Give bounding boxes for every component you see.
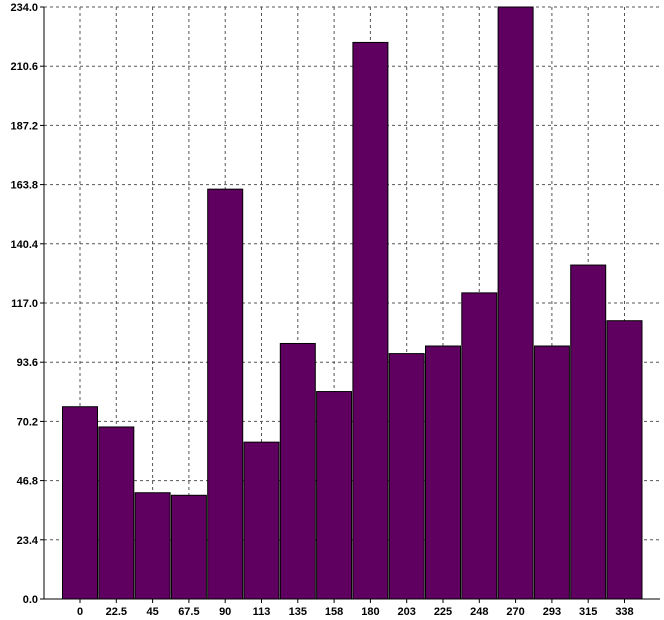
bar: [352, 41, 389, 600]
x-tick-label: 113: [253, 606, 271, 618]
x-tick-label: 270: [506, 606, 524, 618]
bar: [425, 345, 461, 600]
x-tick-label: 180: [361, 606, 379, 618]
x-tick-label: 293: [543, 606, 561, 618]
y-tick-label: 234.0: [10, 2, 38, 14]
bar: [606, 320, 643, 600]
y-tick-label: 23.4: [17, 535, 39, 547]
x-tick-label: 135: [289, 606, 307, 618]
x-tick-label: 248: [470, 606, 488, 618]
bar: [207, 188, 244, 600]
bar: [98, 426, 135, 600]
bar: [388, 353, 425, 600]
x-tick-label: 338: [615, 606, 633, 618]
y-tick-labels: 0.0 23.4 46.8 70.2 93.6 117.0 140.4 163.8 187.2 2…: [10, 2, 38, 606]
x-tick-label: 203: [398, 606, 416, 618]
bar: [243, 441, 280, 600]
y-tick-label: 0.0: [23, 594, 38, 606]
x-tick-label: 158: [325, 606, 343, 618]
y-tick-label: 46.8: [17, 476, 38, 488]
y-tick-label: 140.4: [10, 239, 38, 251]
y-tick-label: 187.2: [10, 120, 38, 132]
bar: [134, 492, 171, 600]
y-tick-label: 93.6: [17, 357, 38, 369]
bars-layer: [62, 6, 643, 600]
x-tick-label: 315: [579, 606, 597, 618]
x-tick-label: 0: [77, 606, 83, 618]
x-tick-label: 90: [219, 606, 231, 618]
x-tick-labels: 0 22.5 45 67.5 90 113 135 158 180 203 225 248 270 293…: [77, 606, 634, 618]
x-tick-label: 67.5: [178, 606, 199, 618]
bar: [533, 345, 570, 600]
bar: [497, 6, 534, 600]
bar: [570, 264, 607, 600]
y-tick-label: 70.2: [17, 416, 38, 428]
x-tick-label: 45: [146, 606, 158, 618]
x-tick-label: 225: [434, 606, 452, 618]
bar: [279, 342, 316, 600]
bar: [461, 292, 498, 600]
bar: [316, 391, 353, 600]
x-tick-label: 22.5: [106, 606, 127, 618]
bar: [170, 494, 207, 600]
y-tick-label: 163.8: [10, 180, 38, 192]
axes-layer: [40, 6, 660, 603]
y-tick-label: 117.0: [11, 298, 38, 310]
y-tick-label: 210.6: [10, 61, 38, 73]
bar: [62, 406, 98, 600]
